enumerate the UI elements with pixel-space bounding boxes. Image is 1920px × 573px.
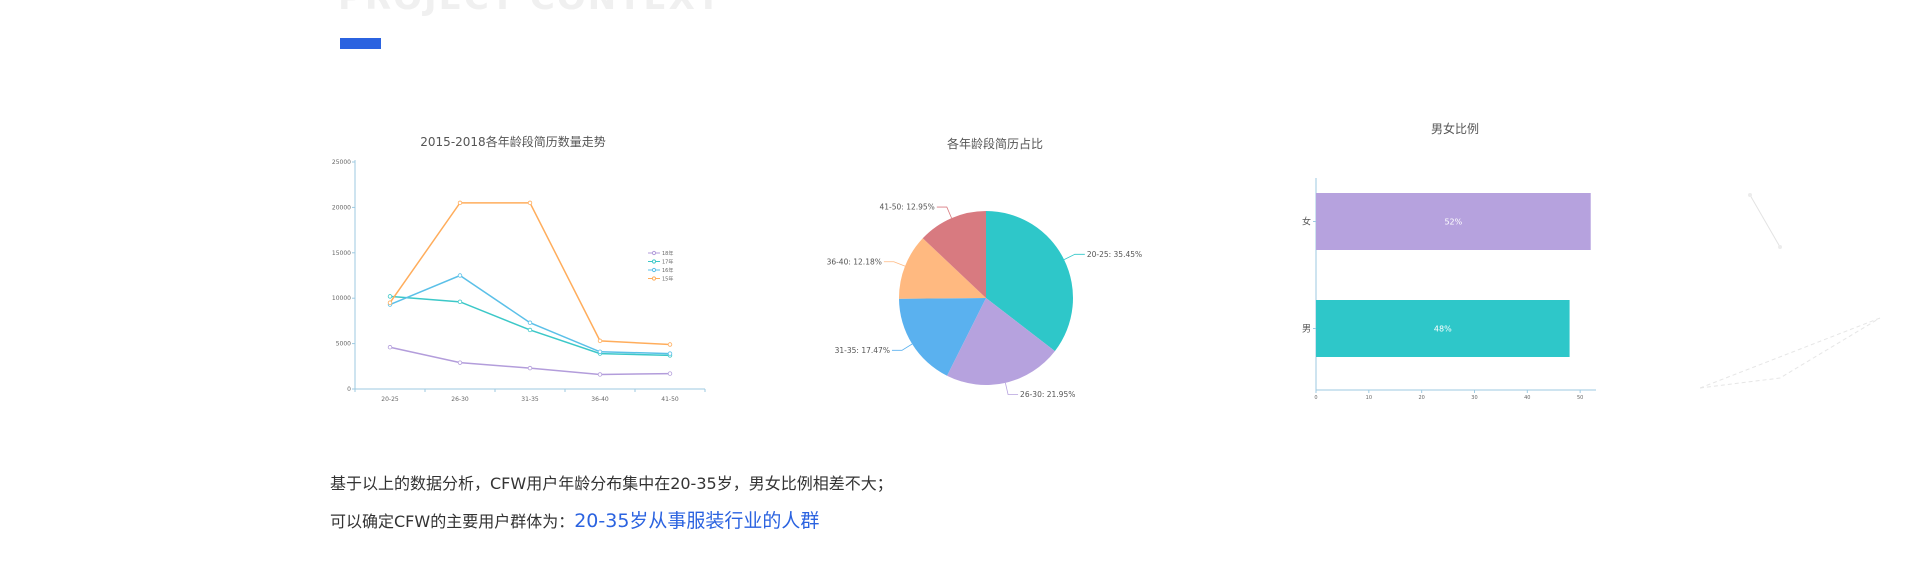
data-point: [527, 320, 533, 325]
legend-label: 15年: [662, 276, 673, 283]
pie-slice: [899, 238, 986, 299]
legend-marker: [651, 250, 657, 256]
pie-label: 36-40: 12.18%: [827, 257, 882, 266]
x-tick-label: 31-35: [521, 396, 539, 403]
series-line: [389, 346, 671, 376]
data-point: [597, 372, 603, 377]
legend-marker: [651, 276, 657, 281]
data-point: [457, 360, 463, 365]
data-point: [387, 294, 393, 299]
pie-label: 20-25: 35.45%: [1087, 250, 1142, 259]
data-point: [457, 299, 463, 305]
pie-label-line: [1004, 382, 1019, 395]
x-tick-label: 10: [1366, 395, 1372, 401]
pie-slice: [899, 298, 986, 376]
x-tick-label: 40: [1524, 395, 1530, 401]
conclusion-line-1: 基于以上的数据分析，CFW用户年龄分布集中在20-35岁，男女比例相差不大；: [330, 474, 893, 493]
conclusion-highlight: 20-35岁从事服装行业的人群: [574, 510, 820, 532]
x-tick-label: 50: [1577, 395, 1583, 401]
data-point: [667, 371, 673, 376]
y-tick-label: 女: [1302, 216, 1311, 228]
decor-dashed-line: [1700, 317, 1881, 389]
legend-label: 18年: [662, 250, 673, 257]
data-point: [387, 300, 393, 305]
decorative-lines: [1700, 193, 1881, 389]
data-point: [527, 327, 533, 333]
data-point: [457, 200, 463, 206]
conclusion-prefix: 可以确定CFW的主要用户群体为：: [330, 512, 575, 531]
pie-label: 26-30: 21.95%: [1020, 390, 1075, 399]
data-point: [597, 338, 603, 344]
x-tick-label: 20-25: [381, 396, 399, 403]
decor-line: [1749, 194, 1781, 248]
data-point: [667, 351, 673, 356]
data-point: [527, 365, 533, 371]
x-tick-label: 30: [1471, 395, 1477, 401]
bar-value-label: 48%: [1434, 325, 1452, 334]
line-chart: 2015-2018各年龄段简历数量走势 0 5000 10000 15000 20000 2…: [332, 134, 706, 403]
pie-chart: 各年龄段简历占比 20-25: 35.45% 26-30: 21.95% 31-35:…: [827, 136, 1143, 399]
bar: [1316, 300, 1570, 357]
legend-marker: [651, 259, 657, 264]
y-tick-label: 0: [347, 386, 351, 393]
chart-title: 男女比例: [1431, 121, 1479, 136]
y-tick-label: 20000: [332, 204, 351, 211]
x-tick-label: 26-30: [451, 396, 469, 403]
decor-dot: [1748, 193, 1752, 197]
section-title: PROJECT CONTEXT: [338, 0, 722, 18]
y-tick-label: 25000: [332, 159, 351, 166]
x-tick-label: 20: [1418, 395, 1424, 401]
data-point: [387, 345, 393, 350]
y-tick-label: 10000: [332, 295, 351, 302]
pie-label: 31-35: 17.47%: [835, 346, 890, 355]
y-tick-label: 15000: [332, 250, 351, 257]
legend-label: 16年: [662, 267, 673, 274]
pie-label-line: [936, 206, 952, 219]
chart-title: 2015-2018各年龄段简历数量走势: [420, 134, 605, 149]
series-line: [389, 295, 671, 357]
data-point: [597, 349, 603, 354]
pie-label-line: [891, 343, 913, 351]
bar: [1316, 193, 1591, 250]
conclusion-line-2: 可以确定CFW的主要用户群体为：20-35岁从事服装行业的人群: [330, 506, 819, 533]
gender-bar-chart: 男女比例 0 10 20 30 40 50 52% 女 48% 男: [1302, 121, 1596, 401]
decor-dashed-line: [1700, 317, 1881, 389]
x-tick-label: 36-40: [591, 396, 609, 403]
bar-value-label: 52%: [1444, 218, 1462, 227]
decor-dot: [1778, 245, 1782, 249]
data-point: [457, 273, 463, 278]
y-tick-label: 5000: [336, 341, 351, 348]
pie-label-line: [1063, 253, 1085, 260]
pie-slice: [922, 211, 986, 298]
y-tick-label: 男: [1302, 324, 1311, 335]
x-tick-label: 41-50: [661, 396, 679, 403]
legend-marker: [651, 267, 657, 273]
legend-label: 17年: [662, 259, 673, 266]
pie-slice: [986, 211, 1073, 352]
x-tick-label: 0: [1314, 395, 1317, 401]
chart-title: 各年龄段简历占比: [947, 136, 1043, 151]
accent-bar: [340, 38, 381, 49]
data-point: [527, 200, 533, 206]
pie-label-line: [883, 261, 906, 267]
data-point: [667, 342, 673, 347]
pie-label: 41-50: 12.95%: [880, 203, 935, 212]
pie-slice: [946, 298, 1055, 385]
